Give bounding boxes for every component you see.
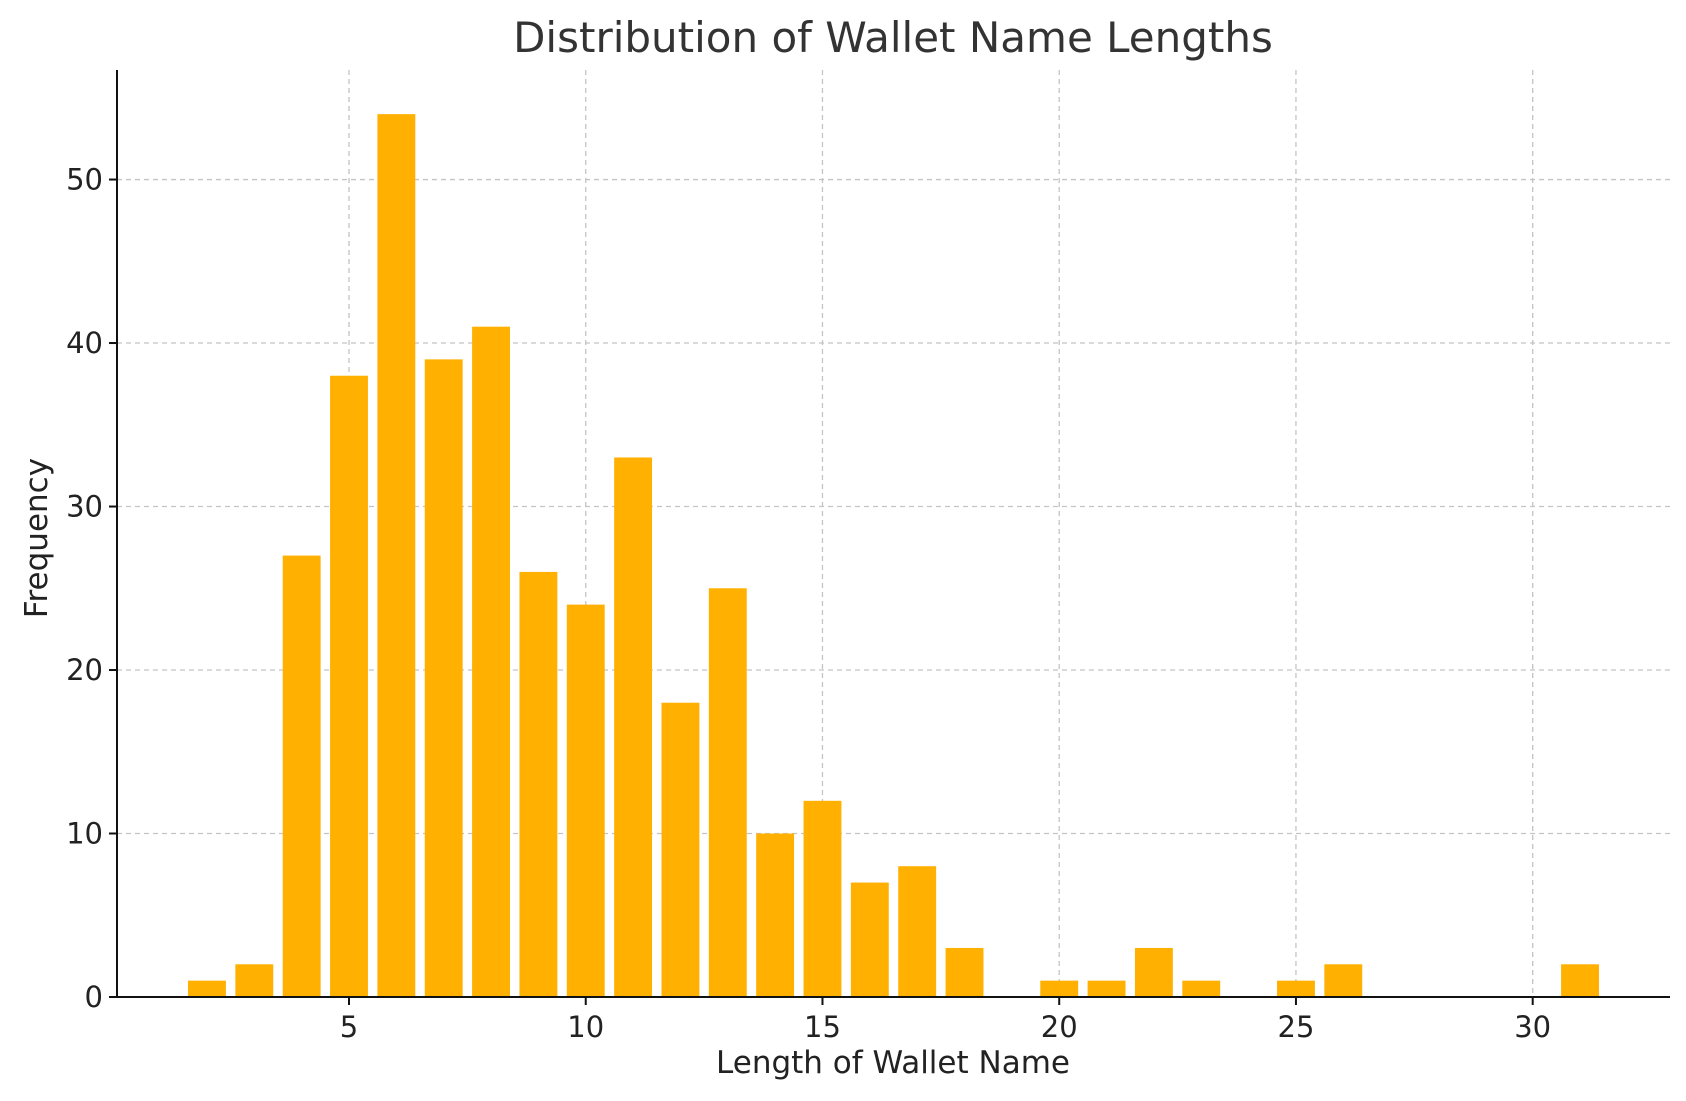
- tick-labels: 5 10 15 20 25 30 0 10 20 30 40 50: [66, 163, 1551, 1044]
- bars: [188, 114, 1599, 998]
- x-tick-label: 20: [1041, 1010, 1078, 1044]
- x-tick-label: 25: [1278, 1010, 1315, 1044]
- bar-length-15: [803, 800, 842, 997]
- bar-length-9: [519, 571, 558, 997]
- bar-length-14: [756, 833, 795, 997]
- bar-length-25: [1277, 980, 1315, 997]
- y-axis-label: Frequency: [19, 458, 55, 618]
- bar-length-21: [1087, 980, 1126, 997]
- bar-length-13: [708, 588, 747, 997]
- bar-length-12: [661, 702, 700, 997]
- y-tick-label: 40: [66, 326, 103, 360]
- x-tick-label: 10: [567, 1010, 604, 1044]
- x-axis-label: Length of Wallet Name: [716, 1045, 1070, 1081]
- bar-length-5: [330, 375, 368, 997]
- bar-length-26: [1324, 964, 1363, 997]
- y-tick-label: 30: [66, 490, 103, 524]
- grid-lines: [117, 70, 1670, 997]
- bar-length-4: [282, 555, 321, 997]
- x-tick-label: 5: [340, 1010, 358, 1044]
- bar-length-8: [472, 326, 510, 998]
- bar-length-23: [1182, 980, 1221, 997]
- bar-length-18: [945, 947, 984, 997]
- bar-length-22: [1134, 947, 1173, 997]
- y-tick-label: 50: [66, 163, 103, 197]
- bar-length-2: [188, 980, 226, 997]
- chart-title: Distribution of Wallet Name Lengths: [513, 13, 1273, 62]
- y-tick-label: 20: [66, 653, 103, 687]
- x-tick-label: 30: [1514, 1010, 1551, 1044]
- bar-length-7: [424, 359, 463, 997]
- bar-length-17: [898, 866, 937, 997]
- bar-length-10: [566, 604, 605, 997]
- axes: [109, 70, 1670, 1005]
- x-tick-label: 15: [804, 1010, 841, 1044]
- bar-length-11: [614, 457, 653, 997]
- y-tick-label: 10: [66, 817, 103, 851]
- bar-length-20: [1040, 980, 1079, 997]
- bar-length-16: [850, 882, 889, 997]
- bar-length-31: [1561, 964, 1599, 997]
- y-tick-label: 0: [85, 980, 103, 1014]
- bar-length-6: [377, 114, 416, 997]
- bar-length-3: [235, 964, 274, 997]
